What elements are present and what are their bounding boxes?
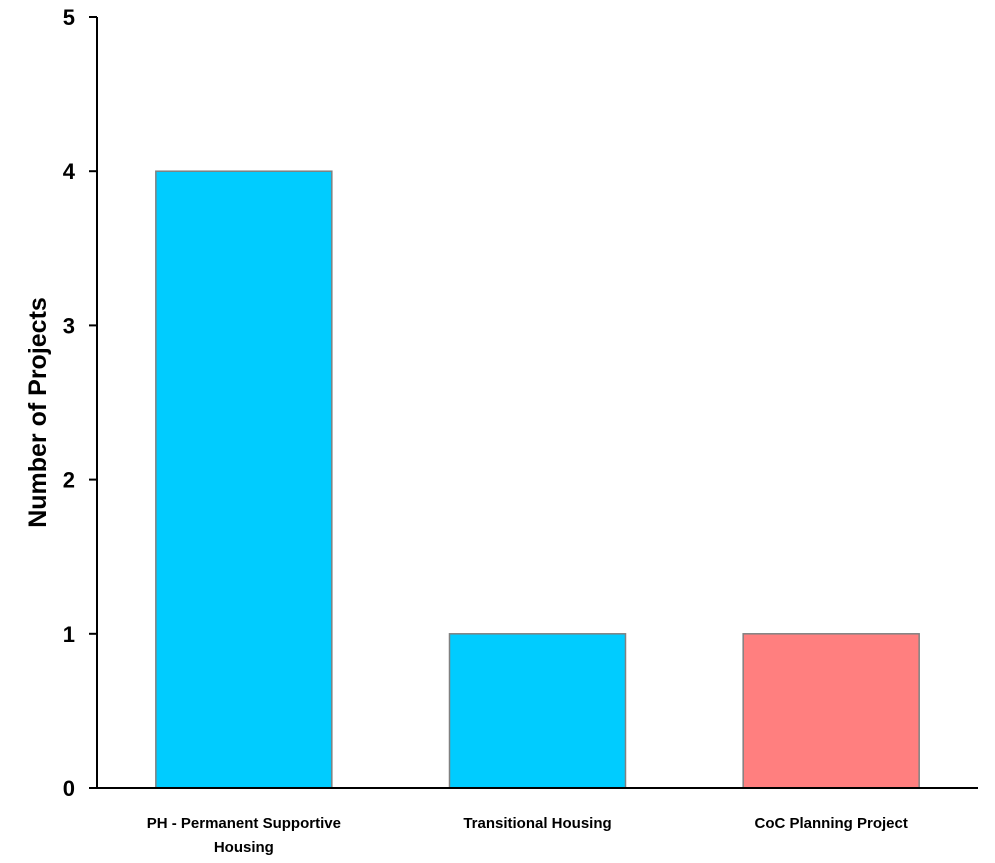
y-tick-label: 0 bbox=[63, 776, 75, 801]
x-labels-group: PH - Permanent Supportive Housing Transiti… bbox=[147, 815, 908, 856]
bars-group bbox=[155, 170, 920, 789]
y-tick-label: 1 bbox=[63, 622, 75, 647]
y-tick-label: 2 bbox=[63, 468, 75, 493]
x-category-label-line: PH - Permanent Supportive bbox=[147, 815, 341, 832]
y-axis-title: Number of Projects bbox=[24, 297, 52, 528]
x-category-label-line: Transitional Housing bbox=[463, 815, 611, 832]
y-tick-label: 5 bbox=[63, 5, 75, 30]
x-category-label-line: Housing bbox=[214, 839, 274, 856]
y-tick-label: 3 bbox=[63, 313, 75, 338]
x-category-label: PH - Permanent Supportive Housing bbox=[147, 815, 341, 856]
bar bbox=[448, 633, 627, 789]
bar bbox=[742, 633, 920, 789]
bar bbox=[155, 170, 333, 789]
x-category-label-line: CoC Planning Project bbox=[754, 815, 907, 832]
axes-group bbox=[96, 17, 978, 789]
y-ticks-group: 0 1 2 3 4 5 bbox=[63, 5, 97, 801]
x-category-label: CoC Planning Project bbox=[754, 815, 907, 832]
y-tick-label: 4 bbox=[63, 159, 76, 184]
x-category-label: Transitional Housing bbox=[463, 815, 611, 832]
